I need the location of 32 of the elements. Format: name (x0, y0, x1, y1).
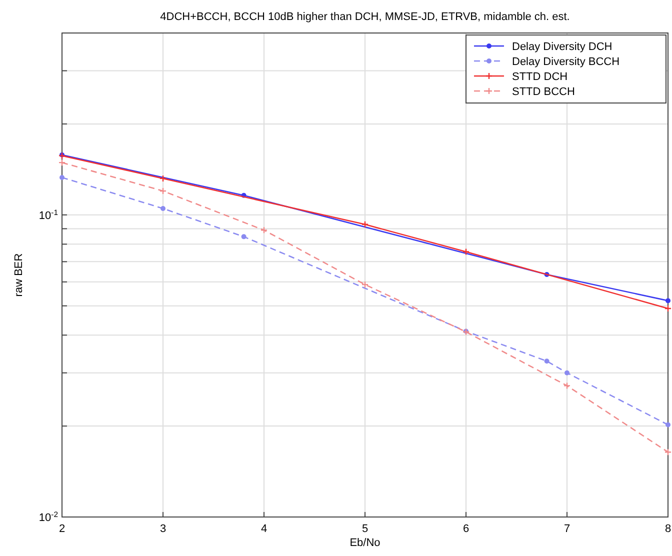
point (60, 174, 64, 180)
legend-label: Delay Diversity BCCH (512, 56, 620, 68)
point (563, 382, 571, 390)
point (462, 248, 470, 256)
point (666, 298, 670, 304)
y-axis-title: raw BER (13, 253, 25, 297)
x-axis-title: Eb/No (350, 537, 380, 549)
point (241, 234, 246, 240)
x-tick-label: 6 (462, 523, 470, 535)
point (160, 206, 166, 211)
point (361, 280, 369, 288)
point (58, 158, 66, 166)
point (664, 448, 672, 456)
x-tick-label: 3 (160, 523, 166, 535)
point (564, 370, 570, 376)
x-tick-label: 4 (260, 523, 268, 535)
legend-label: STTD DCH (512, 71, 568, 83)
legend-label: STTD BCCH (512, 86, 575, 98)
point (666, 422, 670, 428)
legend-label: Delay Diversity DCH (512, 41, 612, 53)
y-tick-label: 10$^{-1}$ (38, 207, 58, 222)
point (361, 220, 369, 228)
x-tick-label: 8 (664, 523, 672, 535)
point (159, 174, 167, 182)
point (544, 358, 550, 364)
point (260, 226, 268, 234)
x-tick-label: 2 (58, 523, 66, 535)
point (159, 187, 167, 195)
chart-title: 4DCH+BCCH, BCCH 10dB higher than DCH, MMSE-JD, ETRVB, midamble ch. est. (160, 11, 570, 23)
x-tick-label: 7 (564, 523, 570, 535)
y-tick-label: 10$^{-2}$ (38, 510, 58, 524)
x-tick-label: 5 (362, 523, 368, 535)
